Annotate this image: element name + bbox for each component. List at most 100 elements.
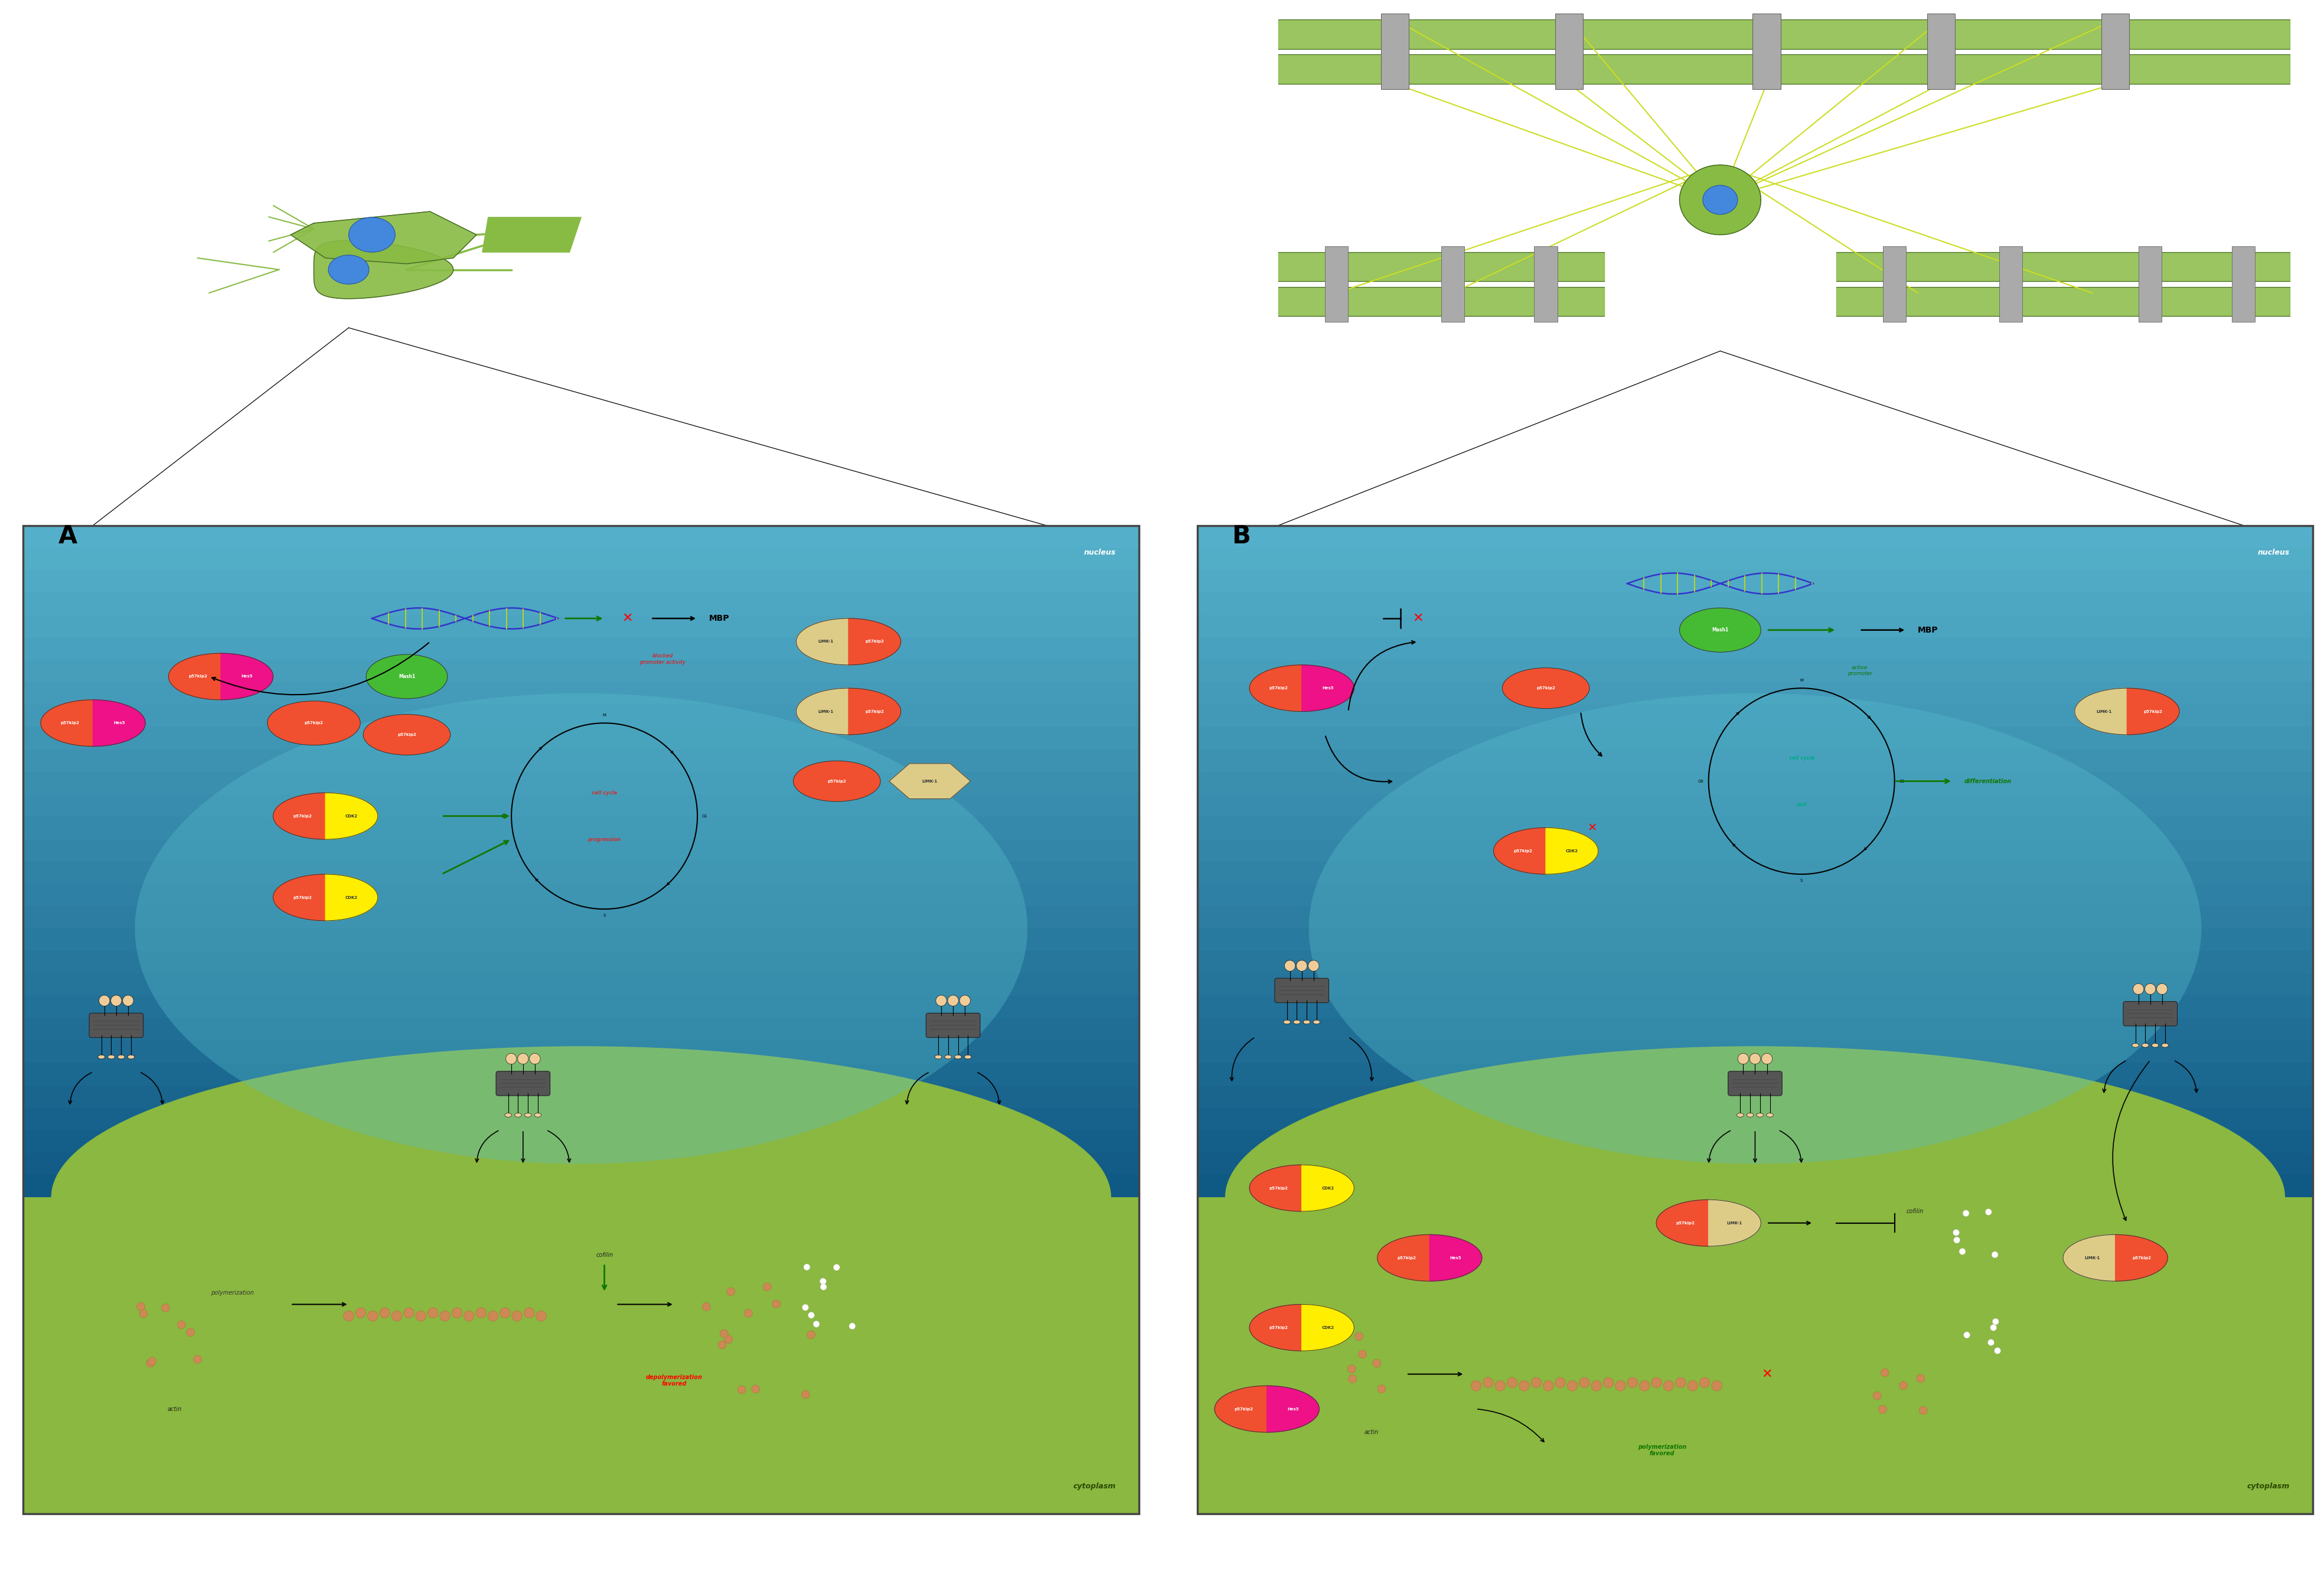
Text: p57kip2: p57kip2 [397, 733, 416, 737]
Circle shape [948, 995, 957, 1006]
Circle shape [1687, 1380, 1697, 1391]
Polygon shape [1494, 828, 1545, 874]
Bar [1197, 1152, 2312, 1176]
Bar [1197, 1108, 2312, 1130]
Text: CDK2: CDK2 [1566, 850, 1578, 853]
Circle shape [416, 1311, 425, 1321]
Text: cytoplasm: cytoplasm [2247, 1483, 2289, 1491]
Text: polymerization: polymerization [211, 1289, 253, 1295]
Polygon shape [1301, 1165, 1353, 1212]
Polygon shape [1301, 1305, 1353, 1350]
Circle shape [1638, 1380, 1650, 1391]
Circle shape [112, 995, 121, 1006]
Circle shape [1371, 1358, 1380, 1368]
Bar [1197, 885, 2312, 907]
Text: ✕: ✕ [623, 612, 632, 625]
Text: p57kip2: p57kip2 [865, 641, 883, 644]
Polygon shape [325, 874, 376, 921]
Text: LIMK-1: LIMK-1 [2096, 710, 2110, 713]
Circle shape [160, 1303, 170, 1311]
Text: cytoplasm: cytoplasm [1074, 1483, 1116, 1491]
Circle shape [744, 1310, 753, 1317]
Polygon shape [1657, 1199, 1708, 1247]
Polygon shape [1545, 828, 1597, 874]
Bar [1197, 1062, 2312, 1086]
Circle shape [1961, 1210, 1968, 1217]
Circle shape [702, 1303, 711, 1311]
Polygon shape [888, 763, 971, 800]
Bar [1197, 570, 2312, 592]
Text: p57kip2: p57kip2 [1397, 1256, 1415, 1259]
Circle shape [1590, 1380, 1601, 1391]
Circle shape [1952, 1237, 1959, 1243]
Polygon shape [93, 700, 144, 746]
Text: G1: G1 [702, 814, 709, 818]
Ellipse shape [2140, 1044, 2147, 1047]
Ellipse shape [1678, 608, 1762, 652]
Circle shape [1348, 1365, 1355, 1373]
Bar [23, 973, 1139, 996]
Text: nucleus: nucleus [1083, 549, 1116, 556]
Bar [23, 1152, 1139, 1176]
Circle shape [488, 1311, 497, 1321]
Circle shape [1750, 1053, 1759, 1064]
Circle shape [1676, 1377, 1685, 1388]
Bar [23, 615, 1139, 637]
Ellipse shape [128, 1055, 135, 1059]
Bar [1752, 14, 1780, 90]
Bar [23, 526, 1139, 1514]
Text: LIMK-1: LIMK-1 [923, 779, 937, 782]
FancyBboxPatch shape [925, 1014, 981, 1037]
Bar [1197, 817, 2312, 839]
Circle shape [1532, 1377, 1541, 1388]
Circle shape [390, 1311, 402, 1321]
Ellipse shape [1225, 1047, 2284, 1349]
Circle shape [1518, 1380, 1529, 1391]
Circle shape [439, 1311, 451, 1321]
Bar [23, 1018, 1139, 1040]
Bar [23, 771, 1139, 795]
Bar [1197, 929, 2312, 951]
Circle shape [848, 1322, 855, 1330]
Circle shape [1285, 960, 1294, 971]
Circle shape [344, 1311, 353, 1321]
Ellipse shape [328, 255, 370, 285]
Polygon shape [290, 211, 476, 264]
Bar [1197, 951, 2312, 973]
Bar [1197, 771, 2312, 795]
Polygon shape [797, 619, 848, 664]
Text: G1: G1 [1899, 779, 1906, 782]
Circle shape [1308, 960, 1318, 971]
Bar [1197, 682, 2312, 705]
Text: cofilin: cofilin [595, 1251, 614, 1258]
Ellipse shape [1757, 1113, 1764, 1118]
Polygon shape [2064, 1234, 2115, 1281]
Ellipse shape [98, 1055, 105, 1059]
Circle shape [809, 1313, 813, 1319]
Text: LIMK-1: LIMK-1 [1727, 1221, 1743, 1225]
Text: blocked
promoter activity: blocked promoter activity [639, 653, 686, 664]
Polygon shape [1429, 1234, 1480, 1281]
Circle shape [404, 1308, 414, 1317]
Text: B: B [1232, 524, 1250, 549]
Circle shape [1555, 1377, 1564, 1388]
Circle shape [428, 1308, 437, 1317]
Bar [23, 1176, 1139, 1198]
Bar [0, 2, 1162, 1572]
Bar [23, 1130, 1139, 1152]
Text: p57kip2: p57kip2 [2143, 710, 2161, 713]
Circle shape [1483, 1377, 1492, 1388]
Polygon shape [1250, 1165, 1301, 1212]
Ellipse shape [119, 1055, 125, 1059]
Text: p57kip2: p57kip2 [1513, 850, 1532, 853]
Bar [1197, 1130, 2312, 1152]
Bar [1197, 1086, 2312, 1108]
Circle shape [1615, 1380, 1624, 1391]
Circle shape [379, 1308, 390, 1317]
Polygon shape [1278, 55, 2289, 83]
Circle shape [186, 1328, 195, 1336]
Text: CDK2: CDK2 [1322, 1325, 1334, 1330]
Bar [23, 839, 1139, 861]
Bar [23, 861, 1139, 885]
Circle shape [1920, 1406, 1927, 1415]
